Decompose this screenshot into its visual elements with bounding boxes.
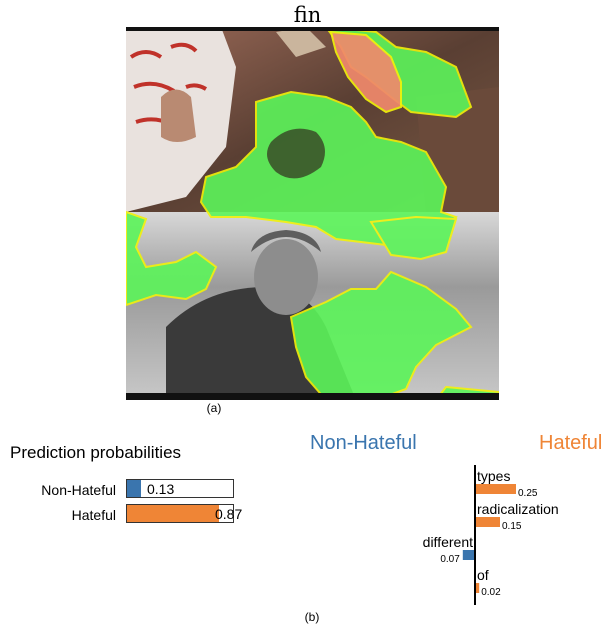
explained-image [126, 27, 499, 400]
feature-word-of: of [477, 567, 489, 583]
feature-value-radicalization: 0.15 [502, 521, 522, 532]
proba-bar-frame-hateful: 0.87 [126, 504, 242, 523]
feature-bar-types [476, 484, 516, 494]
prediction-probabilities-title: Prediction probabilities [10, 443, 182, 462]
proba-value-hateful: 0.87 [215, 506, 243, 522]
feature-bar-different [462, 550, 474, 560]
caption-b: (b) [304, 610, 320, 624]
class-label-hateful: Hateful [539, 432, 603, 454]
mask-green-regions [126, 27, 499, 400]
feature-word-different: different [423, 534, 473, 550]
feature-bar-radicalization [476, 517, 500, 527]
feature-value-types: 0.25 [518, 488, 538, 499]
feature-weights-chart: types 0.25 radicalization 0.15 different 0.07… [423, 465, 559, 605]
feature-word-types: types [477, 468, 510, 484]
proba-label-non-hateful: Non-Hateful [41, 482, 116, 498]
feature-value-of: 0.02 [481, 587, 501, 598]
feature-value-different: 0.07 [440, 554, 460, 565]
proba-bar-hateful [127, 505, 219, 522]
proba-label-hateful: Hateful [71, 507, 116, 523]
image-title: fin [293, 3, 322, 27]
proba-bar-frame-non-hateful: 0.13 [126, 479, 234, 498]
proba-bar-non-hateful [127, 480, 141, 497]
mask-salmon-region [329, 30, 402, 114]
class-label-non-hateful: Non-Hateful [310, 432, 417, 454]
proba-value-non-hateful: 0.13 [147, 481, 175, 497]
caption-a: (a) [206, 401, 222, 415]
feature-word-radicalization: radicalization [477, 501, 559, 517]
feature-bar-of [476, 583, 480, 593]
